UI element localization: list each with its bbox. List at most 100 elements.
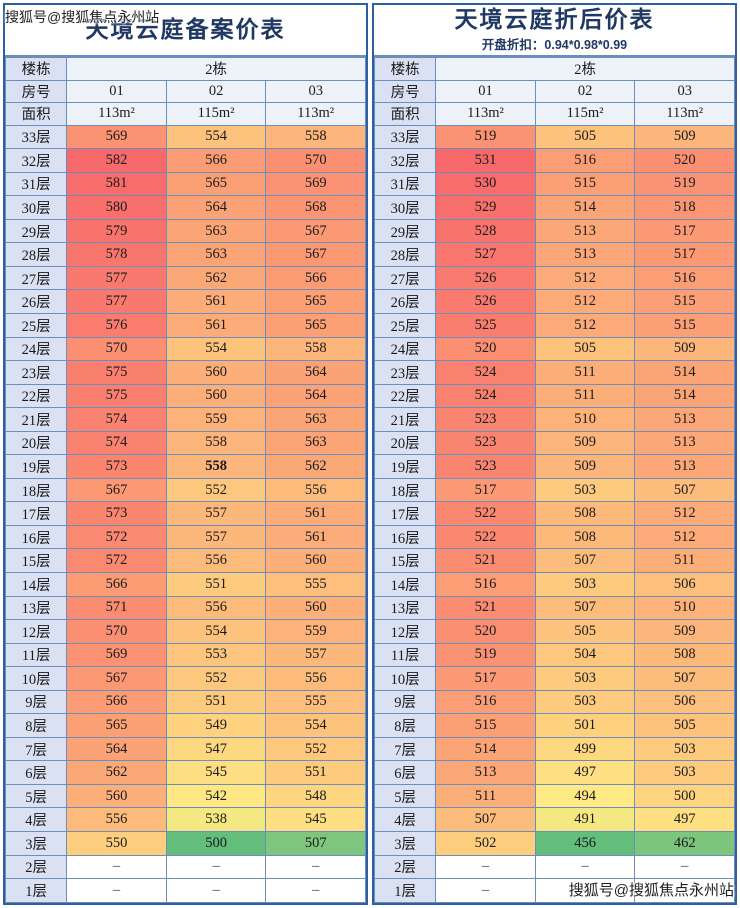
floor-label: 7层 [373,736,437,762]
price-cell: 567 [265,242,366,267]
room-number: 01 [66,79,167,104]
price-cell: 505 [534,336,636,362]
floor-label: 16层 [4,524,68,550]
price-cell: 513 [634,430,735,456]
area-value: 115m² [534,102,636,126]
price-cell: 565 [265,312,366,338]
price-cell: – [435,854,536,880]
price-cell: 509 [634,336,735,362]
price-cell: 516 [634,265,735,291]
price-cell: 513 [634,454,735,479]
floor-label: 32层 [373,148,437,173]
floor-label: 4层 [4,807,68,832]
floor-row: 8层 565 549 554 [4,713,366,738]
price-cell: 501 [534,713,636,738]
price-cell: 558 [165,454,267,479]
floor-row: 33层 519 505 509 [373,124,735,150]
floor-row: 20层 523 509 513 [373,430,735,456]
price-cell: 512 [534,289,636,314]
price-cell: 566 [66,571,167,597]
building-value: 2栋 [66,57,366,81]
price-cell: – [634,878,735,903]
floor-label: 30层 [373,195,437,220]
price-cell: 497 [634,807,735,832]
price-cell: 517 [634,218,735,244]
floor-label: 4层 [373,807,437,832]
building-label: 楼栋 [373,57,437,81]
price-cell: 551 [265,760,366,785]
price-cell: 519 [634,171,735,197]
price-cell: 527 [435,242,536,267]
price-cell: 505 [534,124,636,150]
floor-row: 19层 573 558 562 [4,454,366,479]
price-cell: 569 [66,642,167,668]
floor-label: 2层 [373,854,437,880]
area-row: 面积 113m² 115m² 113m² [373,102,735,126]
price-cell: 563 [265,407,366,432]
floor-label: 28层 [373,242,437,267]
price-cell: 564 [265,360,366,385]
floor-label: 14层 [373,571,437,597]
price-cell: 574 [66,430,167,456]
price-cell: 508 [534,501,636,526]
floor-label: 26层 [373,289,437,314]
floor-label: 25层 [373,312,437,338]
area-value: 113m² [66,102,167,126]
price-cell: 577 [66,289,167,314]
floor-label: 27层 [4,265,68,291]
price-cell: 516 [435,571,536,597]
price-cell: 526 [435,265,536,291]
room-number: 03 [265,79,366,104]
price-cell: 521 [435,548,536,573]
price-cell: 575 [66,360,167,385]
floor-row: 14层 516 503 506 [373,571,735,597]
floor-label: 19层 [373,454,437,479]
floor-row: 6层 513 497 503 [373,760,735,785]
floor-label: 6层 [4,760,68,785]
area-row: 面积 113m² 115m² 113m² [4,102,366,126]
price-cell: 575 [66,383,167,409]
floor-label: 32层 [4,148,68,173]
price-cell: 564 [165,195,267,220]
price-cell: 500 [165,831,267,856]
price-cell: 554 [165,124,267,150]
price-cell: 547 [165,736,267,762]
floor-row: 16层 522 508 512 [373,524,735,550]
price-cell: 513 [634,407,735,432]
price-cell: 497 [534,760,636,785]
floor-label: 1层 [373,878,437,903]
price-cell: 580 [66,195,167,220]
price-cell: 552 [265,736,366,762]
price-cell: 508 [634,642,735,668]
recorded-table-header: 天境云庭备案价表 [5,5,366,57]
floor-label: 17层 [4,501,68,526]
price-cell: – [435,878,536,903]
floor-row: 10层 517 503 507 [373,666,735,691]
price-cell: 523 [435,407,536,432]
room-number: 03 [634,79,735,104]
floor-row: 31层 581 565 569 [4,171,366,197]
floor-label: 5层 [4,783,68,809]
floor-label: 12层 [373,619,437,644]
price-cell: 503 [534,571,636,597]
floor-row: 25层 576 561 565 [4,312,366,338]
price-cell: – [534,854,636,880]
floor-label: 28层 [4,242,68,267]
room-label: 房号 [373,79,437,104]
floor-row: 23层 524 511 514 [373,360,735,385]
price-cell: 514 [534,195,636,220]
price-cell: 556 [66,807,167,832]
price-cell: 554 [165,619,267,644]
price-cell: 507 [265,831,366,856]
price-cell: 561 [265,524,366,550]
floor-label: 24层 [4,336,68,362]
price-cell: 491 [534,807,636,832]
price-cell: 500 [634,783,735,809]
floor-row: 18层 567 552 556 [4,477,366,503]
price-cell: 568 [265,195,366,220]
price-cell: 504 [534,642,636,668]
price-cell: 524 [435,383,536,409]
floor-row: 26层 526 512 515 [373,289,735,314]
floor-row: 31层 530 515 519 [373,171,735,197]
price-cell: 517 [634,242,735,267]
